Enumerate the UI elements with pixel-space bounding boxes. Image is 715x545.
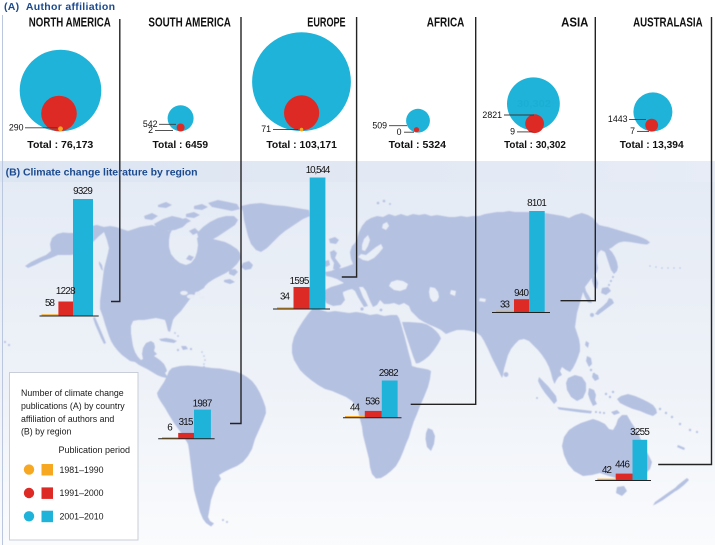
svg-text:2982: 2982 (379, 368, 399, 379)
svg-text:2821: 2821 (482, 110, 502, 120)
svg-text:Total : 30,302: Total : 30,302 (504, 140, 566, 151)
svg-text:Total : 6459: Total : 6459 (153, 140, 209, 151)
svg-text:Total : 13,394: Total : 13,394 (620, 140, 684, 151)
svg-text:(B) Climate change literature: (B) Climate change literature by region (6, 166, 198, 178)
svg-text:509: 509 (372, 121, 387, 131)
svg-text:940: 940 (514, 288, 529, 299)
svg-text:315: 315 (179, 417, 194, 428)
svg-text:Total : 76,173: Total : 76,173 (27, 140, 93, 151)
svg-text:290: 290 (9, 123, 24, 133)
svg-text:1595: 1595 (290, 276, 310, 287)
svg-text:9329: 9329 (73, 186, 93, 197)
svg-text:Number of climate change: Number of climate change (21, 388, 124, 398)
svg-text:3255: 3255 (630, 427, 650, 438)
svg-text:1991–2000: 1991–2000 (60, 488, 104, 498)
svg-text:Total : 5324: Total : 5324 (389, 140, 447, 151)
svg-text:30,302: 30,302 (517, 98, 551, 110)
svg-text:1981–1990: 1981–1990 (60, 465, 104, 475)
svg-text:44: 44 (350, 403, 360, 414)
svg-text:42: 42 (602, 465, 612, 476)
svg-text:publications (A) by country: publications (A) by country (21, 401, 125, 411)
svg-text:446: 446 (615, 460, 630, 471)
svg-text:58: 58 (45, 298, 55, 309)
svg-text:8101: 8101 (527, 198, 547, 209)
svg-text:2: 2 (148, 125, 153, 135)
svg-text:1443: 1443 (608, 114, 628, 124)
svg-text:33: 33 (500, 300, 510, 311)
svg-text:1987: 1987 (193, 398, 213, 409)
svg-text:7: 7 (630, 126, 635, 136)
svg-text:SOUTH AMERICA: SOUTH AMERICA (148, 15, 231, 30)
svg-text:Total : 103,171: Total : 103,171 (266, 140, 337, 151)
svg-text:(A) Author affiliation: (A) Author affiliation (4, 1, 115, 13)
svg-text:71: 71 (261, 124, 271, 134)
svg-text:(B) by region: (B) by region (21, 427, 71, 437)
svg-text:NORTH AMERICA: NORTH AMERICA (29, 15, 111, 30)
svg-text:542: 542 (143, 119, 158, 129)
svg-text:EUROPE: EUROPE (307, 15, 346, 30)
svg-text:1228: 1228 (56, 286, 76, 297)
svg-text:0: 0 (397, 127, 402, 137)
svg-text:ASIA: ASIA (561, 15, 589, 30)
svg-text:AFRICA: AFRICA (427, 15, 465, 30)
svg-text:Publication period: Publication period (58, 445, 130, 455)
svg-text:6: 6 (167, 423, 173, 434)
svg-text:affiliation of authors and: affiliation of authors and (21, 414, 114, 424)
svg-text:536: 536 (365, 396, 380, 407)
svg-text:10,544: 10,544 (306, 165, 331, 176)
svg-text:34: 34 (280, 292, 290, 303)
svg-text:9: 9 (510, 127, 515, 137)
svg-text:2001–2010: 2001–2010 (60, 511, 104, 521)
svg-text:AUSTRALASIA: AUSTRALASIA (633, 15, 703, 30)
